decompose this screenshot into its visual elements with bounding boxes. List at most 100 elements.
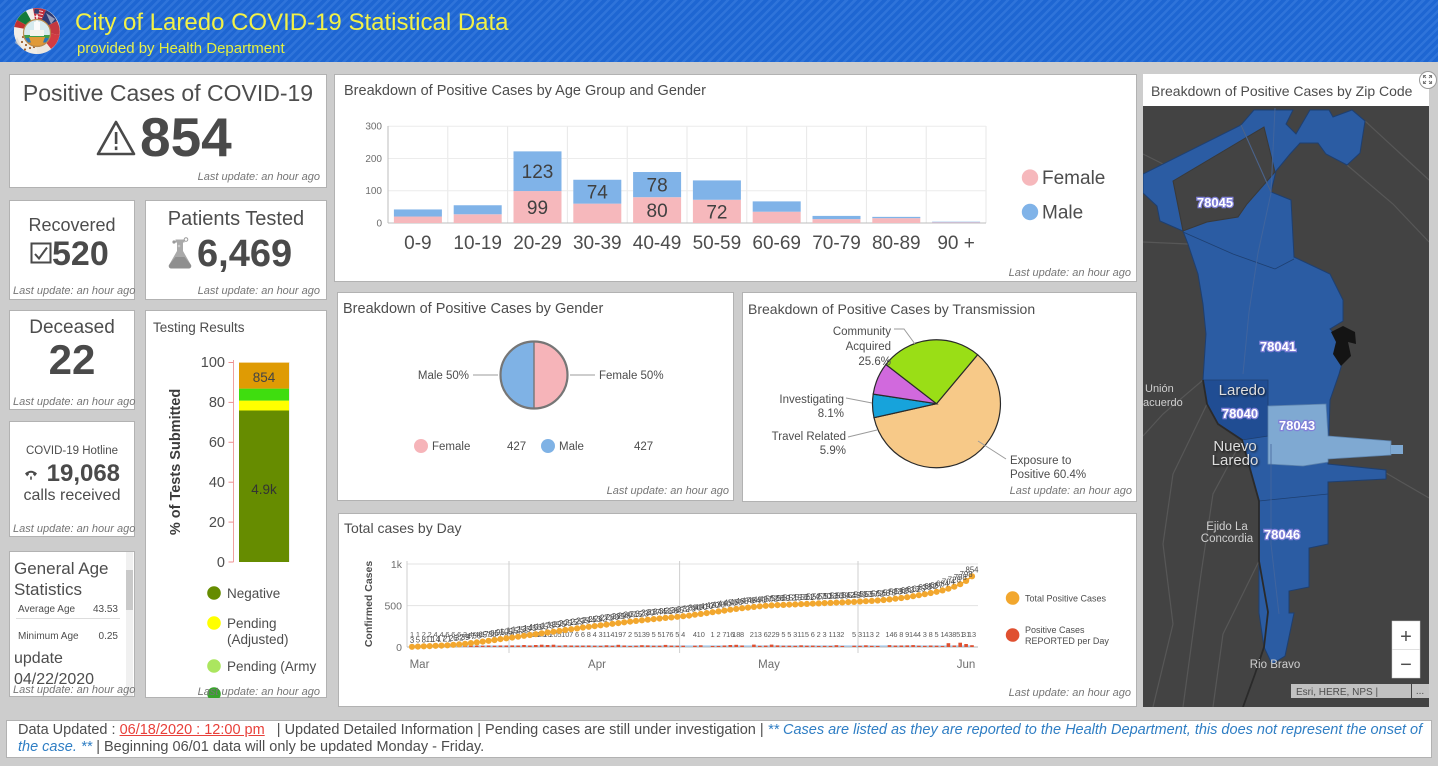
svg-text:4: 4 (610, 630, 614, 639)
svg-text:% of Tests Submitted: % of Tests Submitted (168, 389, 184, 535)
svg-text:8: 8 (899, 630, 903, 639)
svg-text:135: 135 (517, 625, 531, 634)
svg-text:351: 351 (659, 607, 672, 616)
svg-text:2: 2 (428, 630, 432, 639)
svg-text:Pending (Army: Pending (Army (227, 659, 317, 674)
svg-text:8: 8 (740, 630, 744, 639)
svg-text:5: 5 (935, 630, 939, 639)
svg-text:40-49: 40-49 (633, 233, 682, 254)
svg-text:39: 39 (461, 633, 470, 642)
svg-text:May: May (758, 659, 780, 671)
svg-text:8: 8 (587, 630, 591, 639)
svg-text:6: 6 (451, 630, 455, 639)
svg-text:16: 16 (726, 630, 734, 639)
svg-text:65: 65 (478, 631, 487, 640)
svg-text:100: 100 (365, 186, 382, 197)
svg-text:3: 3 (870, 630, 874, 639)
svg-text:440: 440 (718, 600, 732, 609)
svg-text:Mar: Mar (410, 659, 430, 671)
svg-text:3: 3 (599, 630, 603, 639)
svg-text:78046: 78046 (1264, 527, 1300, 542)
svg-text:344: 344 (653, 608, 667, 617)
svg-text:7: 7 (487, 630, 491, 639)
svg-text:728: 728 (948, 576, 961, 585)
svg-text:Testing Results: Testing Results (153, 320, 245, 335)
svg-text:11: 11 (797, 630, 805, 639)
svg-text:19: 19 (614, 630, 622, 639)
svg-text:2: 2 (876, 630, 880, 639)
svg-text:14: 14 (909, 630, 917, 639)
svg-text:8: 8 (929, 630, 933, 639)
svg-text:7: 7 (569, 630, 573, 639)
svg-text:20: 20 (209, 515, 225, 531)
svg-text:7: 7 (722, 630, 726, 639)
svg-text:78045: 78045 (1197, 195, 1233, 210)
svg-text:125: 125 (512, 626, 526, 635)
svg-text:5: 5 (787, 630, 791, 639)
svg-text:5: 5 (805, 630, 809, 639)
svg-text:400: 400 (694, 603, 708, 612)
svg-text:521: 521 (800, 593, 813, 602)
svg-text:575: 575 (883, 588, 897, 597)
svg-text:Female: Female (432, 441, 470, 453)
svg-text:22: 22 (767, 630, 775, 639)
svg-text:536: 536 (830, 592, 843, 601)
svg-text:553: 553 (859, 590, 872, 599)
svg-text:484: 484 (747, 596, 761, 605)
svg-text:acuerdo: acuerdo (1143, 397, 1183, 409)
svg-text:9: 9 (646, 630, 650, 639)
svg-text:235: 235 (576, 617, 590, 626)
svg-text:5: 5 (658, 630, 662, 639)
svg-text:85: 85 (490, 629, 499, 638)
svg-text:5: 5 (781, 630, 785, 639)
svg-text:Breakdown of Positive Cases by: Breakdown of Positive Cases by Zip Code (1151, 83, 1413, 99)
svg-text:0-9: 0-9 (404, 233, 431, 254)
svg-text:592: 592 (895, 587, 908, 596)
svg-text:476: 476 (741, 597, 754, 606)
svg-text:6: 6 (575, 630, 579, 639)
svg-text:5: 5 (675, 630, 679, 639)
svg-text:4: 4 (475, 630, 479, 639)
svg-text:5: 5 (652, 630, 656, 639)
svg-text:6: 6 (457, 630, 461, 639)
svg-text:47: 47 (467, 632, 476, 641)
svg-text:280: 280 (606, 613, 620, 622)
svg-text:Investigating: Investigating (779, 394, 844, 406)
svg-text:1: 1 (711, 630, 715, 639)
svg-text:Total Positive Cases: Total Positive Cases (1025, 594, 1107, 604)
svg-text:Apr: Apr (588, 659, 606, 671)
svg-text:105: 105 (500, 627, 514, 636)
svg-text:6: 6 (893, 630, 897, 639)
svg-text:3: 3 (793, 630, 797, 639)
svg-text:3: 3 (758, 630, 762, 639)
svg-text:17: 17 (437, 635, 446, 644)
svg-text:Community: Community (833, 326, 891, 338)
svg-text:175: 175 (541, 622, 555, 631)
svg-text:4: 4 (693, 630, 697, 639)
svg-text:4: 4 (917, 630, 921, 639)
svg-text:638: 638 (918, 583, 931, 592)
svg-text:99: 99 (527, 198, 548, 219)
svg-text:854: 854 (253, 370, 276, 385)
svg-text:410: 410 (700, 602, 714, 611)
svg-text:5: 5 (634, 630, 638, 639)
svg-text:225: 225 (571, 617, 585, 626)
svg-text:2: 2 (422, 630, 426, 639)
svg-text:8: 8 (422, 635, 426, 644)
svg-text:205: 205 (559, 619, 573, 628)
svg-text:6: 6 (811, 630, 815, 639)
svg-text:2: 2 (628, 630, 632, 639)
svg-text:14: 14 (885, 630, 893, 639)
svg-text:100: 100 (201, 355, 225, 371)
svg-text:80: 80 (647, 201, 668, 222)
svg-text:562: 562 (871, 590, 884, 599)
svg-text:602: 602 (901, 586, 914, 595)
svg-text:420: 420 (706, 601, 720, 610)
svg-text:512: 512 (783, 594, 796, 603)
svg-text:330: 330 (641, 609, 655, 618)
svg-text:17: 17 (661, 630, 669, 639)
svg-text:78041: 78041 (1260, 339, 1296, 354)
svg-text:539: 539 (836, 591, 849, 600)
svg-text:11: 11 (862, 630, 870, 639)
svg-text:667: 667 (930, 581, 943, 590)
